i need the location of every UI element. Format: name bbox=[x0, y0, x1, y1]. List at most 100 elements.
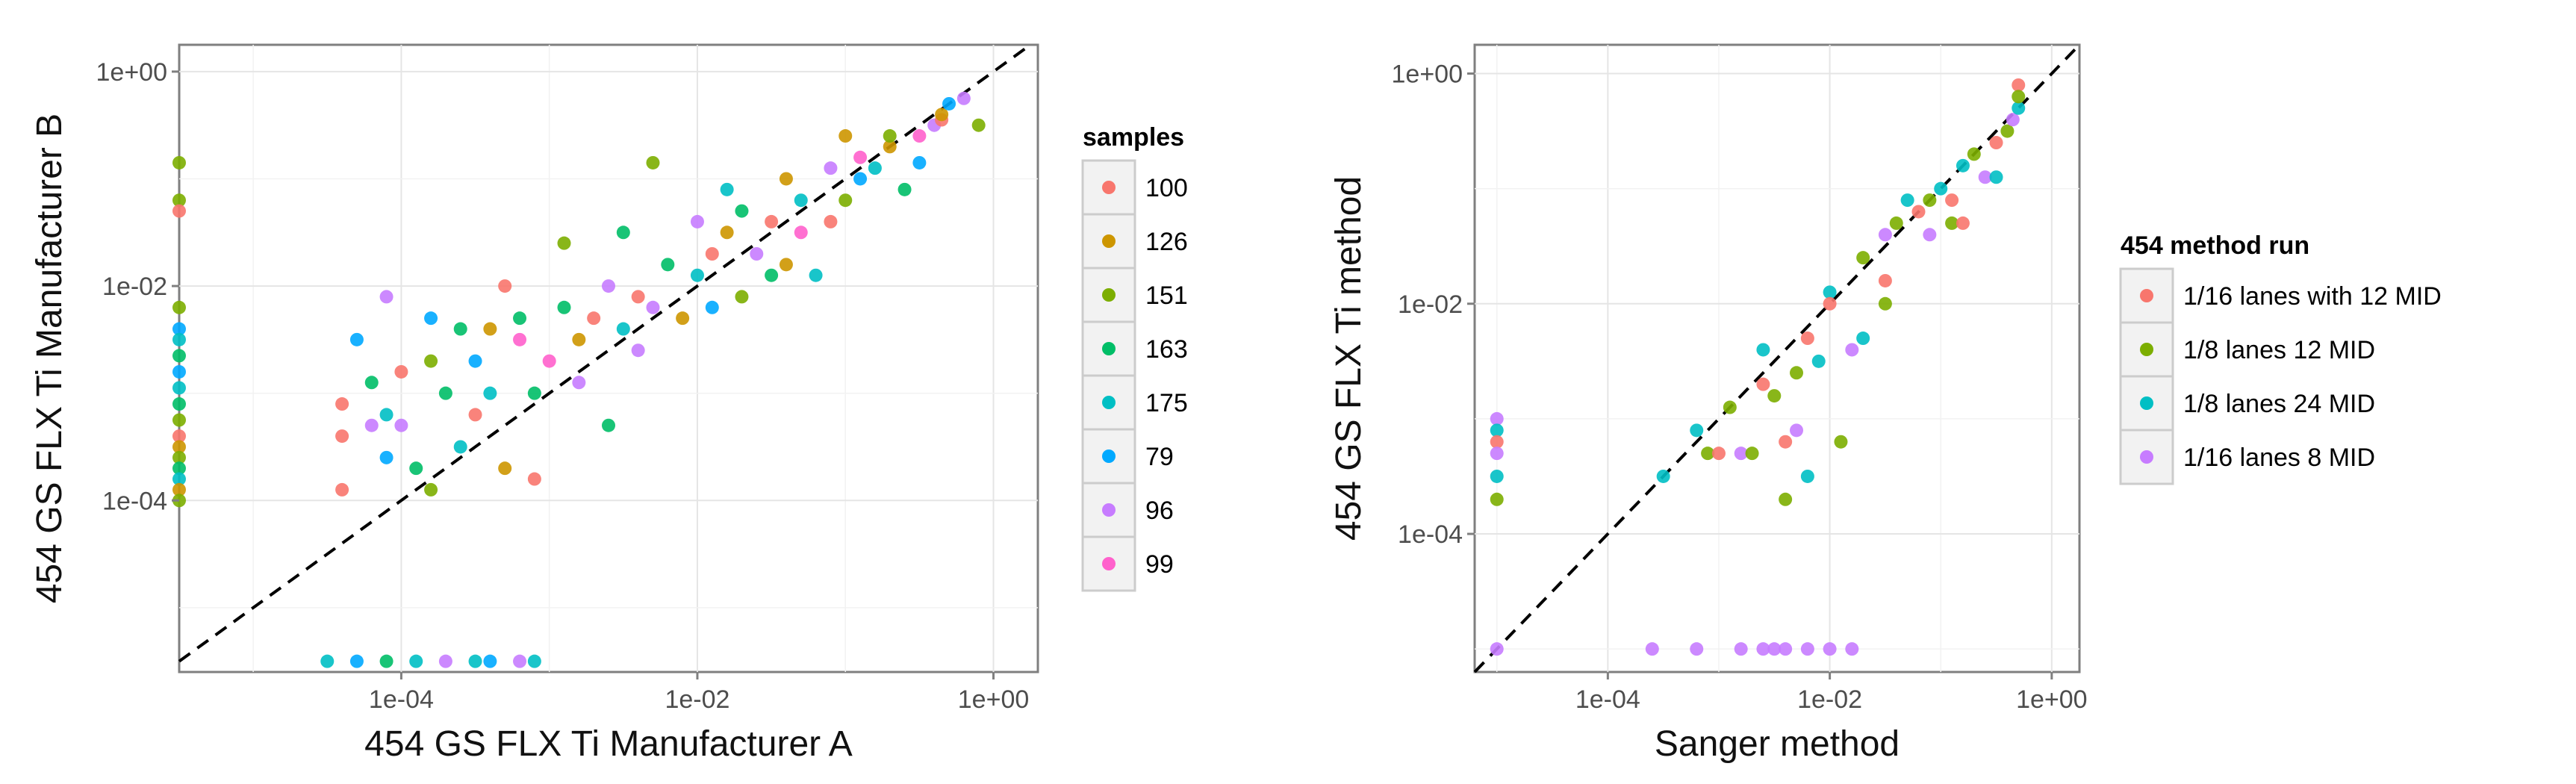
left-legend-swatch bbox=[1102, 234, 1116, 248]
left-data-point bbox=[172, 349, 186, 363]
left-data-point bbox=[424, 354, 438, 368]
left-data-point bbox=[527, 386, 541, 400]
left-data-point bbox=[542, 354, 556, 368]
right-data-point bbox=[1779, 642, 1793, 656]
left-data-point bbox=[602, 279, 615, 293]
left-legend-swatch bbox=[1102, 288, 1116, 302]
left-data-point bbox=[172, 461, 186, 476]
left-data-point bbox=[172, 413, 186, 427]
right-data-point bbox=[1490, 447, 1504, 461]
left-data-point bbox=[794, 193, 808, 208]
right-data-point bbox=[1490, 423, 1504, 438]
left-data-point bbox=[839, 129, 853, 143]
left-data-point bbox=[557, 300, 571, 314]
left-data-point bbox=[971, 118, 986, 132]
right-data-point bbox=[2012, 78, 2026, 92]
right-data-point bbox=[1834, 435, 1848, 449]
right-data-point bbox=[2012, 101, 2026, 115]
left-data-point bbox=[335, 482, 349, 497]
left-legend-label: 99 bbox=[1145, 550, 1174, 579]
right-data-point bbox=[1889, 216, 1903, 230]
left-data-point bbox=[468, 354, 482, 368]
left-data-point bbox=[765, 268, 779, 282]
left-data-point bbox=[379, 290, 393, 304]
left-data-point bbox=[853, 150, 868, 164]
left-data-point bbox=[779, 258, 793, 272]
right-data-point bbox=[1989, 170, 2003, 184]
left-data-point bbox=[705, 247, 719, 261]
left-data-point bbox=[602, 418, 615, 432]
right-y-axis-title: 454 GS FLX Ti method bbox=[1329, 176, 1369, 541]
right-points bbox=[1490, 78, 2026, 656]
left-data-point bbox=[690, 268, 704, 282]
left-data-point bbox=[690, 214, 704, 228]
right-data-point bbox=[1978, 170, 1992, 184]
left-data-point bbox=[172, 155, 186, 169]
right-data-point bbox=[1767, 389, 1782, 403]
left-data-point bbox=[735, 204, 749, 218]
left-legend-label: 100 bbox=[1145, 174, 1188, 202]
right-data-point bbox=[1790, 366, 1804, 380]
left-x-axis-title: 454 GS FLX Ti Manufacturer A bbox=[364, 724, 853, 764]
right-legend-swatch bbox=[2140, 289, 2153, 302]
left-data-point bbox=[172, 429, 186, 444]
right-data-point bbox=[1800, 332, 1814, 346]
left-legend-swatch bbox=[1102, 342, 1116, 355]
left-legend-swatch bbox=[1102, 396, 1116, 409]
left-data-point bbox=[750, 247, 764, 261]
left-data-point bbox=[320, 654, 335, 668]
right-data-point bbox=[1701, 447, 1715, 461]
left-legend-label: 163 bbox=[1145, 335, 1188, 364]
left-data-point bbox=[498, 279, 512, 293]
right-data-point bbox=[1878, 296, 1892, 311]
left-legend-label: 79 bbox=[1145, 443, 1174, 471]
right-data-point bbox=[1745, 447, 1759, 461]
left-data-point bbox=[468, 408, 482, 422]
right-data-point bbox=[1945, 216, 1959, 230]
right-data-point bbox=[1779, 435, 1793, 449]
left-legend-keys: 100 126 151 163 175 79 96 99 bbox=[1081, 159, 1188, 592]
right-legend-swatch bbox=[2140, 450, 2153, 464]
left-data-point bbox=[527, 654, 541, 668]
right-data-point bbox=[1490, 642, 1504, 656]
right-data-point bbox=[1734, 447, 1748, 461]
left-data-point bbox=[409, 461, 423, 476]
left-legend-title: samples bbox=[1083, 123, 1184, 152]
left-data-point bbox=[883, 129, 897, 143]
right-x-axis-title: Sanger method bbox=[1655, 724, 1900, 764]
left-data-point bbox=[172, 397, 186, 411]
left-legend-swatch bbox=[1102, 181, 1116, 194]
left-data-point bbox=[394, 364, 408, 379]
right-data-point bbox=[1690, 423, 1704, 438]
right-x-tick-label: 1e-04 bbox=[1575, 685, 1640, 714]
left-data-point bbox=[935, 108, 949, 122]
right-legend-label: 1/16 lanes 8 MID bbox=[2183, 444, 2375, 472]
right-y-tick-label: 1e-04 bbox=[1398, 520, 1463, 549]
right-legend-swatch bbox=[2140, 396, 2153, 410]
left-panel: 1e-04 1e-02 1e+00 1e-04 1e-02 1e+00 454 GS FL… bbox=[30, 43, 1039, 764]
right-legend-swatch bbox=[2140, 343, 2153, 356]
right-data-point bbox=[2000, 124, 2015, 138]
left-data-point bbox=[809, 268, 823, 282]
left-data-point bbox=[735, 290, 749, 304]
left-data-point bbox=[172, 193, 186, 208]
right-data-point bbox=[1845, 343, 1859, 357]
left-data-point bbox=[172, 482, 186, 497]
right-data-point bbox=[1900, 193, 1914, 208]
right-data-point bbox=[1734, 642, 1748, 656]
left-points bbox=[172, 91, 986, 668]
left-data-point bbox=[172, 450, 186, 464]
left-legend-label: 175 bbox=[1145, 389, 1188, 417]
right-gridlines bbox=[1475, 45, 2079, 672]
left-y-axis-title: 454 GS FLX Ti Manufacturer B bbox=[30, 113, 69, 603]
left-data-point bbox=[172, 332, 186, 346]
left-data-point bbox=[779, 172, 793, 186]
left-data-point bbox=[557, 236, 571, 250]
left-gridlines bbox=[179, 45, 1038, 672]
right-legend-title: 454 method run bbox=[2121, 231, 2309, 260]
right-data-point bbox=[1645, 642, 1659, 656]
left-data-point bbox=[868, 161, 882, 175]
left-data-point bbox=[438, 654, 452, 668]
right-legend-label: 1/16 lanes with 12 MID bbox=[2183, 282, 2442, 311]
right-data-point bbox=[1956, 216, 1970, 230]
